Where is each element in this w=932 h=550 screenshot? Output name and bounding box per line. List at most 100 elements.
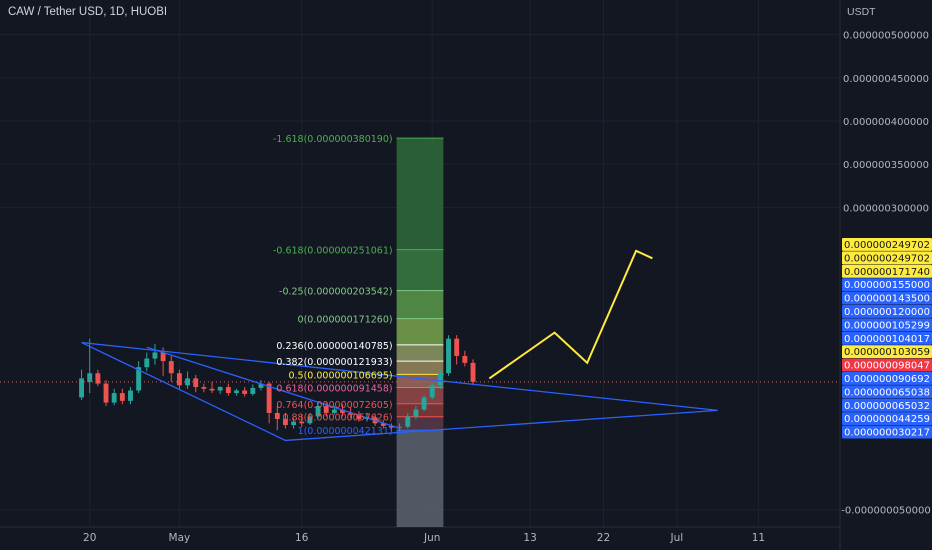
candle-body bbox=[225, 387, 231, 394]
price-tick-label: 0.000000500000 bbox=[843, 31, 929, 42]
candle-body bbox=[185, 378, 191, 386]
candle-body bbox=[250, 387, 256, 394]
candle-body bbox=[405, 416, 411, 427]
price-badge-label: 0.000000120000 bbox=[844, 307, 930, 318]
time-tick-label: 13 bbox=[523, 532, 536, 544]
candle-body bbox=[397, 426, 403, 428]
price-badge bbox=[842, 385, 932, 399]
candle-body bbox=[152, 352, 158, 359]
fib-level-label: 0.764(0.000000072605) bbox=[276, 400, 392, 411]
fib-level-label: 0.382(0.000000121933) bbox=[276, 357, 392, 368]
fib-zone bbox=[396, 138, 444, 250]
candle-body bbox=[144, 358, 150, 368]
time-tick-label: Jun bbox=[423, 532, 440, 544]
fib-zone bbox=[396, 416, 444, 431]
candle-body bbox=[209, 388, 215, 391]
candle-body bbox=[389, 425, 394, 428]
candles bbox=[79, 335, 476, 432]
candle-body bbox=[242, 390, 248, 394]
price-badge-label: 0.000000065032 bbox=[844, 401, 930, 412]
candle-body bbox=[79, 378, 84, 398]
price-badge bbox=[842, 331, 932, 345]
time-tick-label: 20 bbox=[83, 532, 96, 544]
price-badge-label: 0.000000249702 bbox=[844, 253, 930, 264]
candle-body bbox=[136, 367, 142, 391]
price-badge bbox=[842, 345, 932, 359]
time-tick-label: 16 bbox=[295, 532, 309, 544]
candle-body bbox=[429, 385, 435, 398]
time-axis: 20 May 16 Jun 13 22 Jul 11 bbox=[83, 532, 765, 544]
candle-body bbox=[282, 419, 288, 426]
candle-body bbox=[266, 383, 272, 413]
candle-body bbox=[446, 338, 451, 374]
price-badge-label: 0.000000155000 bbox=[844, 280, 930, 291]
price-badge-label: 0.000000103059 bbox=[844, 347, 930, 358]
candle-body bbox=[168, 361, 174, 374]
time-tick-label: 22 bbox=[597, 532, 610, 544]
price-badge bbox=[842, 412, 932, 426]
price-badge bbox=[842, 278, 932, 292]
fib-extension-box bbox=[396, 137, 444, 527]
candle-body bbox=[307, 416, 313, 424]
fib-zone bbox=[396, 361, 444, 375]
fib-level-label: 1(0.000000042131) bbox=[298, 426, 393, 437]
candle-body bbox=[291, 421, 297, 426]
candle-body bbox=[299, 421, 305, 424]
time-tick-label: May bbox=[169, 532, 191, 544]
candle-body bbox=[470, 362, 476, 382]
candle-body bbox=[348, 412, 354, 415]
price-badge bbox=[842, 318, 932, 332]
candle-body bbox=[380, 423, 386, 426]
candle-body bbox=[462, 355, 468, 363]
time-tick-label: Jul bbox=[670, 532, 684, 544]
price-badge bbox=[842, 238, 932, 251]
symbol-title[interactable]: CAW / Tether USD, 1D, HUOBI bbox=[8, 6, 168, 18]
fib-zone bbox=[396, 403, 444, 417]
fib-zone bbox=[396, 249, 444, 291]
candle-body bbox=[87, 373, 93, 382]
candle-body bbox=[103, 383, 109, 403]
drawings bbox=[81, 249, 718, 442]
price-badge bbox=[842, 264, 932, 278]
price-badge-label: 0.000000090692 bbox=[844, 374, 930, 385]
price-badge-label: 0.000000065038 bbox=[844, 387, 930, 398]
price-badge bbox=[842, 358, 932, 372]
fib-level-label: 0(0.000000171260) bbox=[298, 315, 393, 326]
candle-body bbox=[119, 393, 125, 401]
price-badge bbox=[842, 398, 932, 412]
price-tick-label: 0.000000450000 bbox=[843, 74, 929, 85]
fib-level-label: 0.236(0.000000140785) bbox=[276, 341, 392, 352]
candle-body bbox=[176, 373, 182, 386]
candle-body bbox=[201, 387, 207, 389]
candle-body bbox=[315, 406, 321, 417]
price-tick-label: 0.000000300000 bbox=[843, 203, 929, 214]
price-badge-label: 0.000000030217 bbox=[844, 428, 930, 439]
triangle-pattern[interactable] bbox=[81, 341, 718, 442]
candle-body bbox=[331, 409, 337, 413]
fib-zone bbox=[396, 290, 444, 319]
fib-zone bbox=[396, 344, 444, 362]
fib-level-label: -1.618(0.000000380190) bbox=[273, 134, 393, 145]
candle-body bbox=[95, 373, 101, 384]
price-badge-label: 0.000000104017 bbox=[844, 334, 930, 345]
price-badge-label: 0.000000105299 bbox=[844, 320, 930, 331]
candle-body bbox=[193, 378, 199, 388]
fib-labels: -1.618(0.000000380190) -0.618(0.000000251… bbox=[273, 134, 393, 437]
candle-body bbox=[217, 387, 223, 391]
fib-zone bbox=[396, 387, 444, 404]
projection-arrow[interactable] bbox=[488, 249, 653, 380]
price-badge-label: 0.000000143500 bbox=[844, 294, 930, 305]
candle-body bbox=[340, 409, 345, 413]
candle-body bbox=[128, 390, 133, 401]
price-axis: 0.000000500000 0.000000450000 0.0000004000… bbox=[841, 31, 932, 517]
candle-body bbox=[356, 414, 362, 420]
price-badge bbox=[842, 425, 932, 439]
trend-line[interactable] bbox=[146, 346, 400, 429]
time-tick-label: 11 bbox=[752, 532, 765, 544]
candle-body bbox=[421, 397, 427, 410]
fib-level-label: 0.5(0.000000106695) bbox=[288, 370, 392, 381]
candle-body bbox=[111, 393, 117, 403]
price-badge-label: 0.000000249702 bbox=[844, 240, 930, 251]
